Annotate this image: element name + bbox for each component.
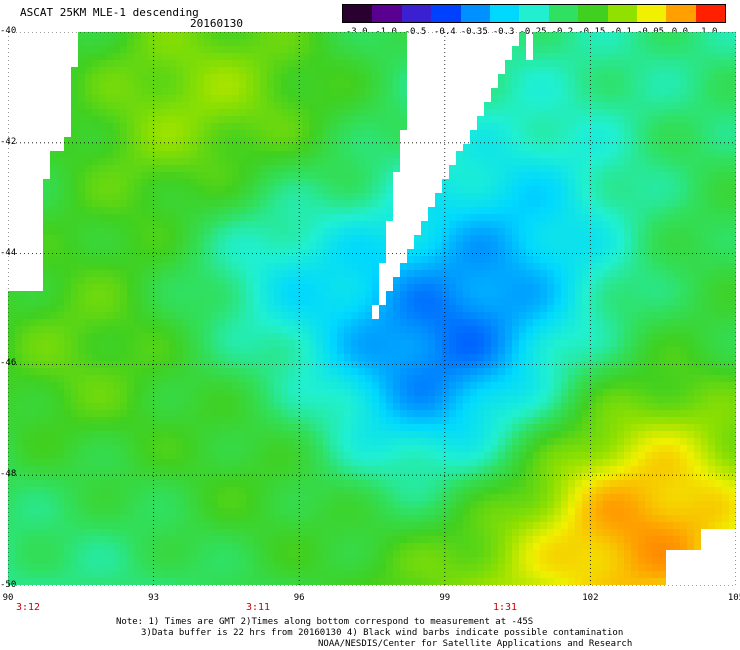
colorbar-segment [666, 5, 695, 22]
latitude-label: -46 [0, 358, 16, 368]
note-line-3: NOAA/NESDIS/Center for Satellite Applica… [318, 639, 632, 649]
colorbar-segment [549, 5, 578, 22]
colorbar-segment [372, 5, 401, 22]
longitude-label: 93 [148, 593, 159, 603]
colorbar-segment [578, 5, 607, 22]
swath-map [8, 32, 736, 586]
colorbar-segment [696, 5, 725, 22]
longitude-label: 102 [582, 593, 598, 603]
colorbar [342, 4, 726, 23]
time-label-2: 3:11 [246, 602, 270, 613]
colorbar-segment [461, 5, 490, 22]
time-label-1: 3:12 [16, 602, 40, 613]
colorbar-segment [343, 5, 372, 22]
latitude-label: -50 [0, 580, 16, 590]
longitude-label: 99 [439, 593, 450, 603]
note-line-1: Note: 1) Times are GMT 2)Times along bot… [116, 617, 533, 627]
map-title: ASCAT 25KM MLE-1 descending [20, 6, 199, 19]
longitude-label: 96 [294, 593, 305, 603]
note-line-2: 3)Data buffer is 22 hrs from 20160130 4)… [141, 628, 623, 638]
latitude-label: -40 [0, 26, 16, 36]
map-date: 20160130 [190, 17, 243, 30]
longitude-label: 105 [728, 593, 740, 603]
colorbar-segment [608, 5, 637, 22]
colorbar-segment [637, 5, 666, 22]
colorbar-segment [431, 5, 460, 22]
longitude-label: 90 [3, 593, 14, 603]
latitude-label: -44 [0, 248, 16, 258]
latitude-label: -42 [0, 137, 16, 147]
colorbar-segment [402, 5, 431, 22]
colorbar-segment [490, 5, 519, 22]
time-label-3: 1:31 [493, 602, 517, 613]
colorbar-segment [519, 5, 548, 22]
latitude-label: -48 [0, 469, 16, 479]
